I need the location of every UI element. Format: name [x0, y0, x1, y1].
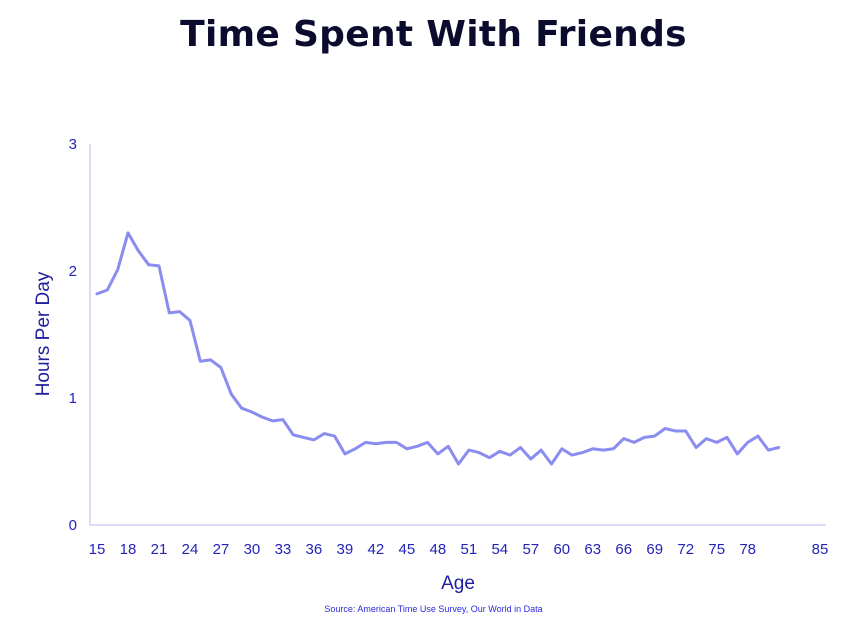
x-tick-label: 51: [460, 541, 477, 558]
x-tick-label: 42: [368, 541, 385, 558]
x-tick-labels: 15 18 21 24 27 30 33 36 39 42 45 48 51 54 57 60 63 66 69 72…: [89, 541, 829, 558]
x-tick-label: 69: [646, 541, 663, 558]
x-tick-label: 39: [337, 541, 354, 558]
x-tick-label: 15: [89, 541, 106, 558]
y-tick-labels: 0 1 2 3: [69, 136, 77, 534]
x-tick-label: 66: [615, 541, 632, 558]
x-tick-label: 48: [429, 541, 446, 558]
y-tick-label: 3: [69, 136, 77, 153]
y-tick-label: 1: [69, 390, 77, 407]
x-tick-label: 21: [151, 541, 168, 558]
x-tick-label: 45: [399, 541, 416, 558]
x-tick-label: 75: [708, 541, 725, 558]
x-tick-label: 30: [244, 541, 261, 558]
x-tick-label: 33: [275, 541, 292, 558]
x-tick-label: 27: [213, 541, 230, 558]
chart-title: Time Spent With Friends: [180, 14, 687, 55]
y-tick-label: 0: [69, 517, 77, 534]
y-tick-label: 2: [69, 263, 77, 280]
x-tick-label: 72: [677, 541, 694, 558]
x-tick-label: 78: [739, 541, 756, 558]
x-tick-label: 60: [553, 541, 570, 558]
x-tick-label: 85: [812, 541, 829, 558]
x-tick-label: 24: [182, 541, 199, 558]
x-axis-label: Age: [441, 573, 475, 594]
line-chart: 0 1 2 3 15 18 21 24 27 30 33 36 39 42 45 48 51 54 57 60 63 6…: [33, 136, 829, 594]
x-tick-label: 54: [491, 541, 508, 558]
series-line: [95, 231, 781, 466]
y-axis-label: Hours Per Day: [33, 271, 54, 396]
x-tick-label: 57: [522, 541, 539, 558]
x-tick-label: 18: [120, 541, 137, 558]
x-tick-label: 63: [584, 541, 601, 558]
source-note: Source: American Time Use Survey, Our Wo…: [324, 604, 543, 614]
x-tick-label: 36: [306, 541, 323, 558]
